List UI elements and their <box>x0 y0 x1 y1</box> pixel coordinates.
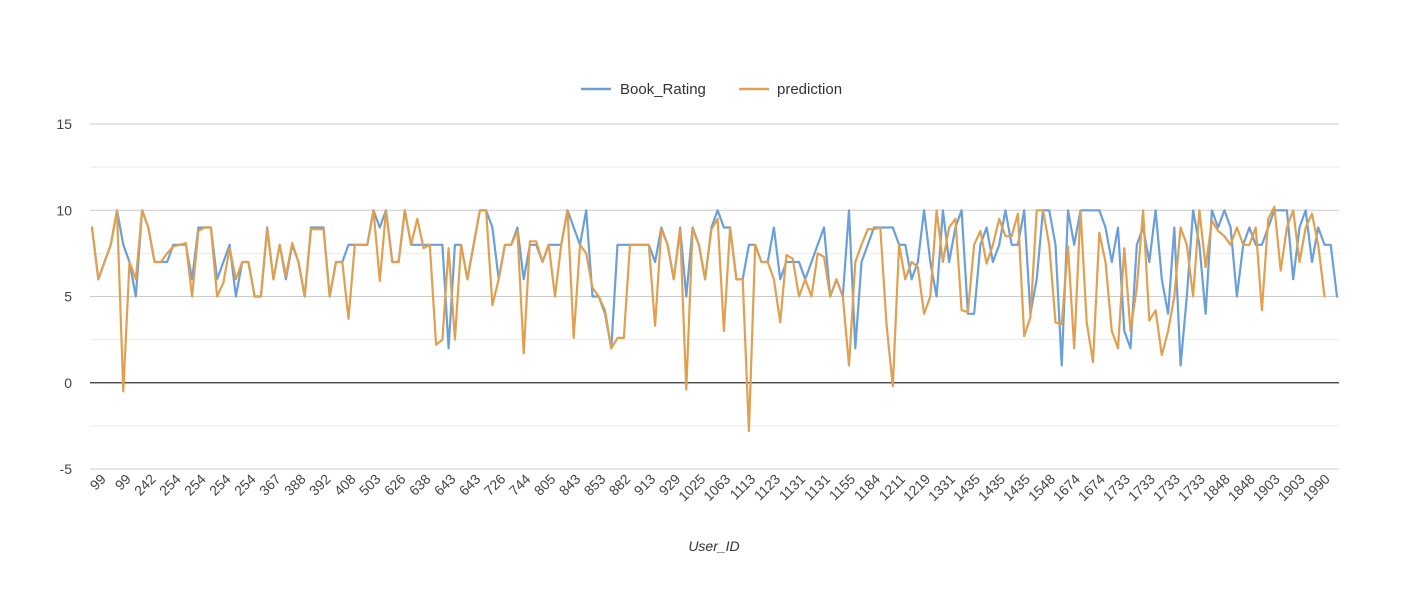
x-tick-label: 805 <box>531 471 559 499</box>
x-tick-label: 408 <box>331 471 359 499</box>
x-tick-label: 1331 <box>925 471 958 504</box>
x-tick-label: 1903 <box>1250 471 1283 504</box>
x-tick-label: 1435 <box>1000 471 1033 504</box>
x-tick-label: 1733 <box>1175 471 1208 504</box>
x-tick-label: 638 <box>406 471 434 499</box>
series-line-book-rating <box>90 209 1339 367</box>
series-layer <box>90 205 1339 433</box>
x-tick-label: 1990 <box>1300 471 1333 504</box>
x-tick-label: 643 <box>431 471 459 499</box>
x-tick-label: 1131 <box>801 471 834 504</box>
x-axis: 99 99242254254254254367388392408503626638… <box>87 471 1334 505</box>
x-tick-label: 1674 <box>1075 471 1108 504</box>
x-tick-label: 1025 <box>675 471 708 504</box>
x-tick-label: 1184 <box>851 471 884 504</box>
x-tick-label: 503 <box>356 471 384 499</box>
y-tick-label: 0 <box>64 375 72 391</box>
x-tick-label: 1219 <box>900 471 933 504</box>
x-tick-label: 99 <box>112 471 134 493</box>
x-tick-label: 1063 <box>700 471 733 504</box>
x-tick-label: 726 <box>481 471 509 499</box>
x-tick-label: 744 <box>506 471 534 499</box>
x-tick-label: 1674 <box>1050 471 1083 504</box>
x-tick-label: 843 <box>556 471 584 499</box>
x-axis-title: User_ID <box>688 538 739 554</box>
x-tick-label: 1848 <box>1225 471 1258 504</box>
legend-label: Book_Rating <box>620 81 706 98</box>
x-tick-label: 392 <box>306 471 334 499</box>
x-tick-label: 1733 <box>1125 471 1158 504</box>
legend-label: prediction <box>777 81 842 98</box>
x-tick-label: 99 <box>87 471 109 493</box>
x-tick-label: 254 <box>181 471 209 499</box>
x-tick-label: 1435 <box>950 471 983 504</box>
x-tick-label: 1131 <box>776 471 809 504</box>
x-tick-label: 254 <box>206 471 234 499</box>
grid-layer <box>90 123 1339 470</box>
x-tick-label: 1733 <box>1100 471 1133 504</box>
x-tick-label: 1733 <box>1150 471 1183 504</box>
x-tick-label: 388 <box>281 471 309 499</box>
y-tick-label: 10 <box>56 202 72 218</box>
x-tick-label: 882 <box>606 471 634 499</box>
x-tick-label: 1211 <box>876 471 909 504</box>
x-tick-label: 1848 <box>1200 471 1233 504</box>
legend-item-prediction[interactable]: prediction <box>739 81 842 98</box>
x-tick-label: 1903 <box>1275 471 1308 504</box>
x-tick-label: 853 <box>581 471 609 499</box>
series-line-prediction <box>90 205 1326 433</box>
x-tick-label: 1113 <box>726 471 758 503</box>
x-tick-label: 367 <box>256 471 284 499</box>
x-tick-label: 643 <box>456 471 484 499</box>
x-tick-label: 626 <box>381 471 409 499</box>
y-axis: -5 0 5 10 15 <box>56 116 72 477</box>
x-tick-label: 913 <box>631 471 659 499</box>
x-tick-label: 1155 <box>826 471 859 504</box>
y-tick-label: 5 <box>64 289 72 305</box>
y-tick-label: 15 <box>56 116 72 132</box>
x-tick-label: 1435 <box>975 471 1008 504</box>
x-tick-label: 254 <box>156 471 184 499</box>
y-tick-label: -5 <box>60 461 73 477</box>
legend[interactable]: Book_Rating prediction <box>581 81 842 98</box>
x-tick-label: 242 <box>131 471 159 499</box>
x-tick-label: 1123 <box>751 471 784 504</box>
x-tick-label: 1548 <box>1025 471 1058 504</box>
x-tick-label: 254 <box>231 471 259 499</box>
legend-item-book-rating[interactable]: Book_Rating <box>581 81 706 98</box>
